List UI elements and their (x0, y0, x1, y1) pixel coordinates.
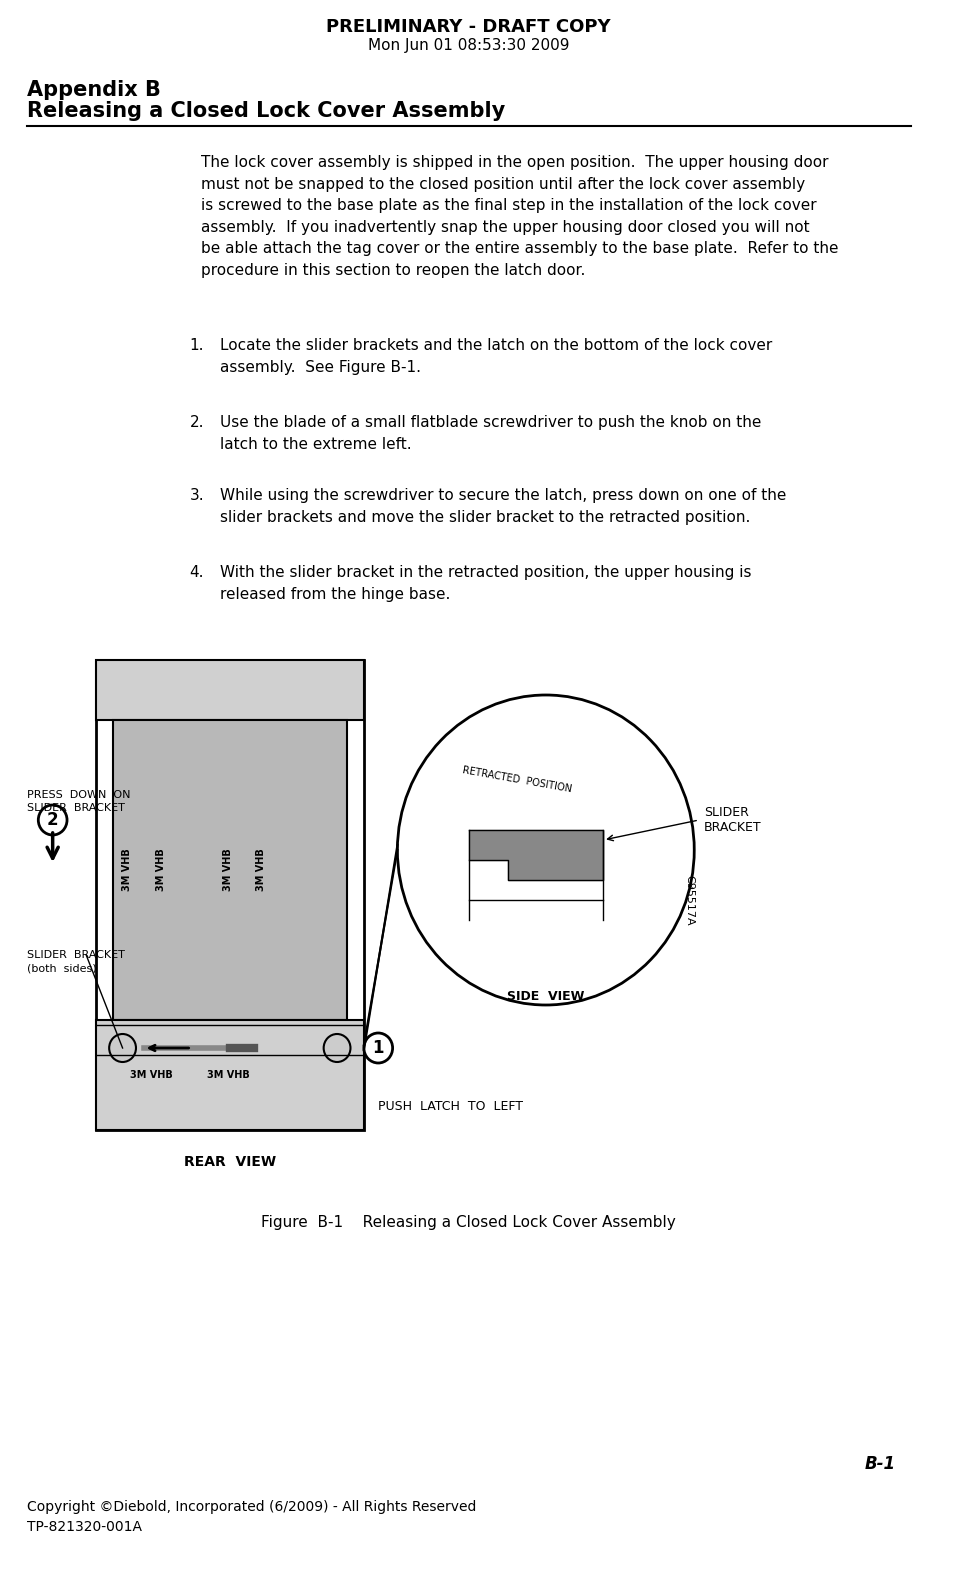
Text: 3M VHB: 3M VHB (130, 1070, 172, 1079)
Bar (96, 1019, 364, 1130)
Text: 1.: 1. (190, 338, 203, 353)
Circle shape (397, 694, 693, 1005)
Text: Locate the slider brackets and the latch on the bottom of the lock cover
assembl: Locate the slider brackets and the latch… (220, 338, 772, 374)
Text: (both  sides): (both sides) (26, 963, 97, 974)
Circle shape (324, 1034, 350, 1062)
Text: PRESS  DOWN  ON: PRESS DOWN ON (26, 791, 130, 800)
FancyBboxPatch shape (96, 660, 364, 1130)
Polygon shape (468, 830, 602, 881)
Circle shape (38, 805, 67, 835)
Text: While using the screwdriver to secure the latch, press down on one of the
slider: While using the screwdriver to secure th… (220, 488, 785, 524)
Text: 2.: 2. (190, 415, 203, 429)
Text: Appendix B: Appendix B (26, 80, 160, 99)
Text: SIDE  VIEW: SIDE VIEW (507, 989, 584, 1004)
Text: The lock cover assembly is shipped in the open position.  The upper housing door: The lock cover assembly is shipped in th… (200, 155, 838, 278)
Text: C95517A: C95517A (684, 874, 693, 925)
Text: Use the blade of a small flatblade screwdriver to push the knob on the
latch to : Use the blade of a small flatblade screw… (220, 415, 761, 451)
Text: With the slider bracket in the retracted position, the upper housing is
released: With the slider bracket in the retracted… (220, 565, 751, 601)
Text: 3M VHB: 3M VHB (206, 1070, 249, 1079)
Text: PRELIMINARY - DRAFT COPY: PRELIMINARY - DRAFT COPY (326, 17, 610, 36)
Bar (112, 720, 346, 1019)
Text: 3M VHB: 3M VHB (223, 849, 233, 892)
Text: 4.: 4. (190, 565, 203, 581)
Text: TP-821320-001A: TP-821320-001A (26, 1520, 142, 1534)
Circle shape (110, 1034, 136, 1062)
Text: RETRACTED  POSITION: RETRACTED POSITION (462, 765, 572, 794)
Bar (96, 660, 364, 720)
Text: B-1: B-1 (864, 1455, 895, 1472)
Text: Copyright ©Diebold, Incorporated (6/2009) - All Rights Reserved: Copyright ©Diebold, Incorporated (6/2009… (26, 1501, 475, 1513)
Text: PUSH  LATCH  TO  LEFT: PUSH LATCH TO LEFT (378, 1100, 522, 1112)
Text: 2: 2 (47, 811, 59, 828)
Text: Figure  B-1    Releasing a Closed Lock Cover Assembly: Figure B-1 Releasing a Closed Lock Cover… (260, 1215, 675, 1229)
Text: REAR  VIEW: REAR VIEW (184, 1155, 276, 1169)
Text: SLIDER  BRACKET: SLIDER BRACKET (26, 803, 124, 813)
Text: Releasing a Closed Lock Cover Assembly: Releasing a Closed Lock Cover Assembly (26, 101, 505, 122)
Text: SLIDER
BRACKET: SLIDER BRACKET (703, 806, 761, 835)
Text: 3M VHB: 3M VHB (156, 849, 165, 892)
Text: 1: 1 (372, 1038, 383, 1057)
Text: Mon Jun 01 08:53:30 2009: Mon Jun 01 08:53:30 2009 (367, 38, 568, 54)
Text: SLIDER  BRACKET: SLIDER BRACKET (26, 950, 124, 959)
Text: 3M VHB: 3M VHB (256, 849, 266, 892)
Text: 3.: 3. (189, 488, 203, 503)
Text: 3M VHB: 3M VHB (122, 849, 132, 892)
Circle shape (364, 1034, 392, 1064)
